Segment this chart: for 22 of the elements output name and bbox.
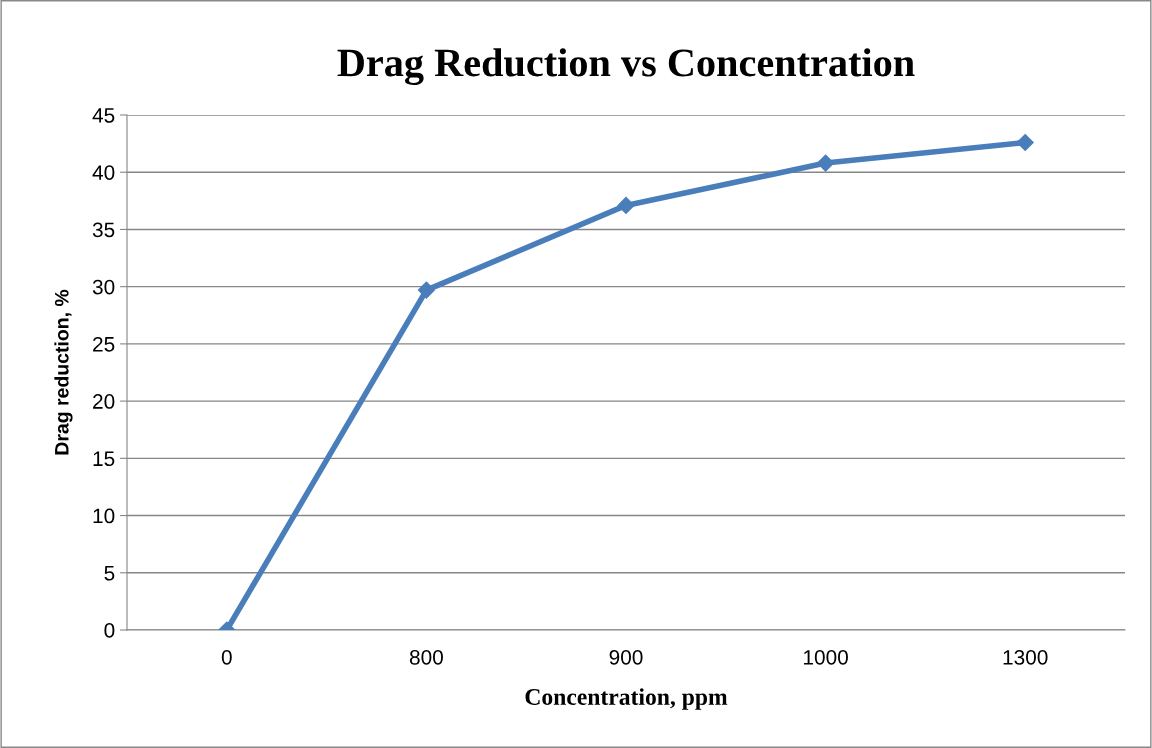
x-tick-label: 1300: [1003, 649, 1048, 665]
x-tick-label: 1000: [804, 649, 848, 665]
chart-title: Drag Reduction vs Concentration: [337, 48, 915, 85]
y-tick-label: 45: [92, 108, 115, 123]
y-tick-label: 20: [93, 394, 115, 409]
point: [617, 196, 635, 214]
x-tick-label: 0: [221, 649, 232, 665]
y-axis-title: Drag reduction, %: [54, 289, 73, 455]
y-tick-label: 35: [92, 222, 115, 238]
y-tick-label: 40: [92, 165, 115, 180]
point: [1016, 133, 1034, 152]
x-tick-label: 800: [409, 649, 443, 665]
y-tick-label: 0: [104, 623, 115, 638]
y-tick-label: 25: [93, 336, 115, 352]
y-tick-label: 30: [92, 279, 115, 295]
y-tick-label: 10: [93, 508, 115, 524]
x-tick-label: 900: [609, 649, 643, 665]
y-tick-label: 5: [104, 565, 115, 581]
y-tick-label: 15: [93, 451, 115, 467]
point: [817, 154, 835, 172]
point: [417, 281, 435, 299]
x-axis-title: Concentration, ppm: [525, 688, 728, 710]
